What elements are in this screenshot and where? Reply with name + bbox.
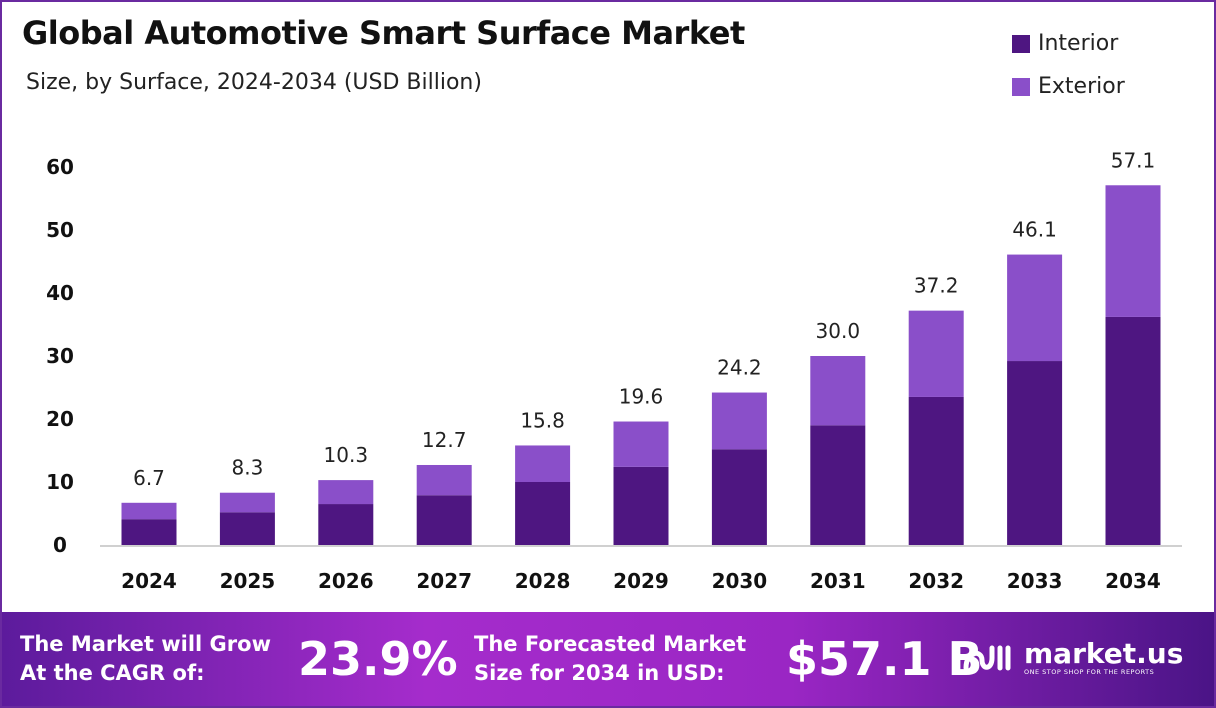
- data-label: 8.3: [231, 456, 263, 480]
- bar-segment-exterior: [318, 480, 374, 505]
- bar-segment-interior: [908, 396, 964, 545]
- x-tick-label: 2030: [712, 569, 768, 593]
- bar-segment-exterior: [515, 445, 571, 482]
- chart-subtitle: Size, by Surface, 2024-2034 (USD Billion…: [26, 70, 482, 95]
- logo-mark-icon: [963, 645, 1011, 671]
- bar-segment-interior: [1105, 316, 1161, 545]
- y-tick-label: 20: [46, 407, 74, 431]
- bar-segment-interior: [121, 519, 177, 545]
- legend-label: Exterior: [1038, 74, 1125, 99]
- legend-label: Interior: [1038, 31, 1119, 56]
- y-tick-label: 40: [46, 281, 74, 305]
- logo-tagline: ONE STOP SHOP FOR THE REPORTS: [1024, 668, 1155, 676]
- bar-segment-interior: [219, 512, 275, 545]
- bar-chart: 01020304050606.720248.3202510.3202612.72…: [46, 148, 1182, 593]
- bar-segment-interior: [711, 449, 767, 545]
- forecast-label-line2: Size for 2034 in USD:: [474, 661, 725, 685]
- x-tick-label: 2031: [810, 569, 866, 593]
- summary-banner: The Market will Grow At the CAGR of: 23.…: [0, 612, 1216, 708]
- bar-segment-interior: [613, 466, 669, 545]
- forecast-value: $57.1 B: [786, 632, 983, 686]
- x-tick-label: 2027: [416, 569, 472, 593]
- data-label: 46.1: [1012, 218, 1057, 242]
- x-tick-label: 2026: [318, 569, 374, 593]
- bar-segment-exterior: [416, 464, 472, 496]
- y-tick-label: 30: [46, 344, 74, 368]
- chart-title: Global Automotive Smart Surface Market: [22, 14, 745, 52]
- y-tick-label: 60: [46, 155, 74, 179]
- data-label: 19.6: [619, 385, 664, 409]
- bar-segment-interior: [1007, 361, 1063, 545]
- data-label: 10.3: [324, 443, 369, 467]
- x-tick-label: 2029: [613, 569, 669, 593]
- y-tick-label: 0: [53, 533, 67, 557]
- x-tick-label: 2032: [908, 569, 964, 593]
- legend: Interior Exterior: [1012, 22, 1125, 108]
- forecast-label-line1: The Forecasted Market: [474, 632, 747, 656]
- legend-item-exterior: Exterior: [1012, 65, 1125, 108]
- bar-segment-exterior: [908, 310, 964, 397]
- data-label: 15.8: [520, 408, 565, 432]
- data-label: 30.0: [816, 319, 861, 343]
- data-label: 37.2: [914, 274, 959, 298]
- legend-swatch-interior: [1012, 34, 1030, 53]
- bar-segment-exterior: [1007, 254, 1063, 362]
- x-tick-label: 2024: [121, 569, 177, 593]
- legend-swatch-exterior: [1012, 77, 1030, 96]
- legend-item-interior: Interior: [1012, 22, 1125, 65]
- y-tick-label: 50: [46, 218, 74, 242]
- cagr-value: 23.9%: [298, 632, 458, 686]
- bar-segment-interior: [318, 504, 374, 545]
- bar-segment-exterior: [1105, 185, 1161, 317]
- bar-segment-exterior: [711, 392, 767, 450]
- bar-segment-exterior: [121, 502, 177, 520]
- bar-segment-exterior: [613, 421, 669, 467]
- market-us-logo: market.us ONE STOP SHOP FOR THE REPORTS: [962, 640, 1183, 676]
- x-tick-label: 2025: [220, 569, 276, 593]
- data-label: 6.7: [133, 466, 165, 490]
- data-label: 57.1: [1111, 148, 1156, 172]
- x-tick-label: 2033: [1007, 569, 1063, 593]
- cagr-label: The Market will Grow At the CAGR of:: [20, 630, 271, 688]
- cagr-label-line2: At the CAGR of:: [20, 661, 205, 685]
- logo-name: market.us: [1024, 637, 1184, 670]
- x-tick-label: 2034: [1105, 569, 1161, 593]
- data-label: 12.7: [422, 428, 467, 452]
- y-tick-label: 10: [46, 470, 74, 494]
- bar-segment-exterior: [810, 356, 866, 426]
- bar-segment-interior: [515, 482, 571, 545]
- forecast-label: The Forecasted Market Size for 2034 in U…: [474, 630, 746, 688]
- bar-segment-interior: [810, 425, 866, 545]
- x-tick-label: 2028: [515, 569, 571, 593]
- cagr-label-line1: The Market will Grow: [20, 632, 271, 656]
- bar-segment-exterior: [219, 492, 275, 513]
- data-label: 24.2: [717, 356, 762, 380]
- bar-segment-interior: [416, 495, 472, 545]
